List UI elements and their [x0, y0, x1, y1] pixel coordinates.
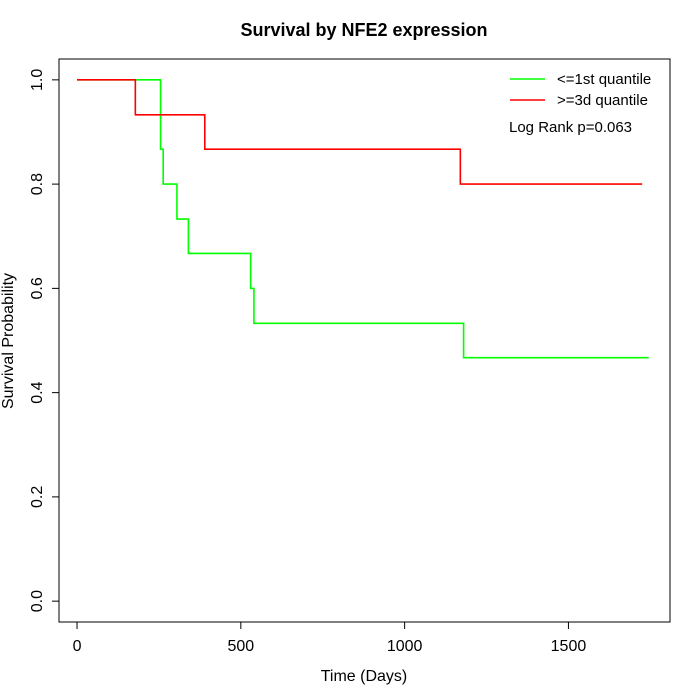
y-tick-label: 0.8 [29, 173, 46, 195]
x-axis-label: Time (Days) [321, 668, 408, 685]
y-tick-label: 0.4 [29, 381, 46, 403]
y-axis-label: Survival Probability [0, 273, 17, 409]
y-axis: 0.0 0.2 0.4 0.6 0.8 1.0 [29, 69, 60, 612]
y-tick-label: 0.0 [29, 590, 46, 612]
log-rank-annotation: Log Rank p=0.063 [509, 119, 632, 136]
x-axis: 0 500 1000 1500 [73, 621, 587, 655]
legend-label: >=3d quantile [557, 92, 648, 109]
series-line-1 [77, 79, 643, 185]
x-tick-label: 500 [227, 638, 254, 655]
series-layer [77, 79, 649, 359]
legend-label: <=1st quantile [557, 71, 651, 88]
series-line-0 [77, 79, 649, 359]
x-tick-label: 1500 [551, 638, 587, 655]
x-tick-label: 0 [73, 638, 82, 655]
legend: <=1st quantile >=3d quantile [510, 71, 651, 109]
y-tick-label: 1.0 [29, 69, 46, 91]
y-tick-label: 0.6 [29, 277, 46, 299]
x-tick-label: 1000 [387, 638, 423, 655]
chart-title: Survival by NFE2 expression [240, 20, 487, 40]
plot-frame [58, 58, 671, 623]
y-tick-label: 0.2 [29, 486, 46, 508]
